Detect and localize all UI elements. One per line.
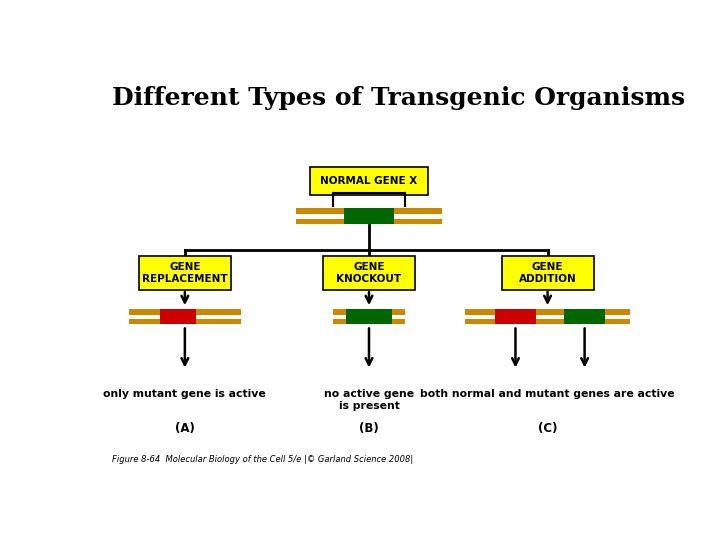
Bar <box>465 309 630 324</box>
FancyBboxPatch shape <box>139 255 231 290</box>
Bar <box>161 309 196 324</box>
Bar <box>333 309 405 324</box>
Bar <box>465 314 630 319</box>
FancyBboxPatch shape <box>502 255 593 290</box>
Text: GENE
ADDITION: GENE ADDITION <box>518 262 577 284</box>
Text: (C): (C) <box>538 422 557 435</box>
Bar <box>495 309 536 324</box>
Text: (A): (A) <box>175 422 195 435</box>
Text: Different Types of Transgenic Organisms: Different Types of Transgenic Organisms <box>112 85 685 110</box>
FancyBboxPatch shape <box>323 255 415 290</box>
Text: only mutant gene is active: only mutant gene is active <box>104 389 266 399</box>
Text: NORMAL GENE X: NORMAL GENE X <box>320 176 418 186</box>
Bar <box>297 208 441 224</box>
Text: GENE
REPLACEMENT: GENE REPLACEMENT <box>142 262 228 284</box>
Bar <box>344 208 394 224</box>
Text: GENE
KNOCKOUT: GENE KNOCKOUT <box>336 262 402 284</box>
Bar <box>129 309 240 324</box>
Bar <box>333 314 405 319</box>
Text: Figure 8-64  Molecular Biology of the Cell 5/e |© Garland Science 2008|: Figure 8-64 Molecular Biology of the Cel… <box>112 455 413 464</box>
Bar <box>297 214 441 219</box>
FancyBboxPatch shape <box>310 167 428 195</box>
Bar <box>346 309 392 324</box>
Bar <box>564 309 606 324</box>
Text: both normal and mutant genes are active: both normal and mutant genes are active <box>420 389 675 399</box>
Bar <box>129 314 240 319</box>
Text: no active gene
is present: no active gene is present <box>324 389 414 411</box>
Text: (B): (B) <box>359 422 379 435</box>
